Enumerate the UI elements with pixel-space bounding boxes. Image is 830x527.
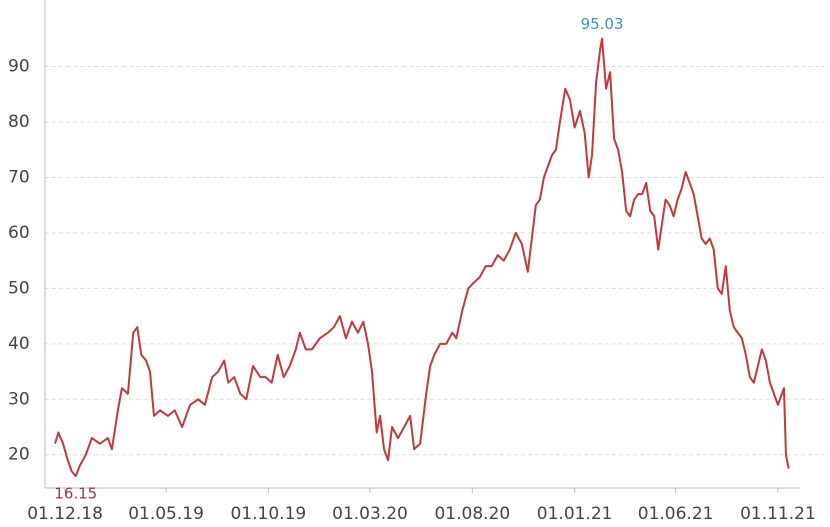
price-line — [54, 37, 790, 478]
x-tick-label: 01.11.21 — [740, 504, 816, 524]
x-tick-label: 01.12.18 — [27, 504, 103, 524]
x-tick-label: 01.03.20 — [332, 504, 408, 524]
x-tick-label: 01.08.20 — [434, 504, 510, 524]
y-tick-label: 70 — [8, 167, 30, 187]
x-tick-label: 01.06.21 — [638, 504, 714, 524]
x-tick-label: 01.01.21 — [537, 504, 613, 524]
y-tick-label: 20 — [8, 445, 30, 465]
x-tick-label: 01.05.19 — [128, 504, 204, 524]
y-tick-label: 60 — [8, 223, 30, 243]
y-tick-label: 80 — [8, 112, 30, 132]
extreme-label: 95.03 — [581, 15, 624, 33]
x-tick-label: 01.10.19 — [231, 504, 307, 524]
y-tick-label: 90 — [8, 57, 30, 77]
extreme-label: 16.15 — [54, 485, 97, 503]
y-tick-label: 50 — [8, 278, 30, 298]
y-tick-label: 30 — [8, 389, 30, 409]
y-tick-label: 40 — [8, 334, 30, 354]
